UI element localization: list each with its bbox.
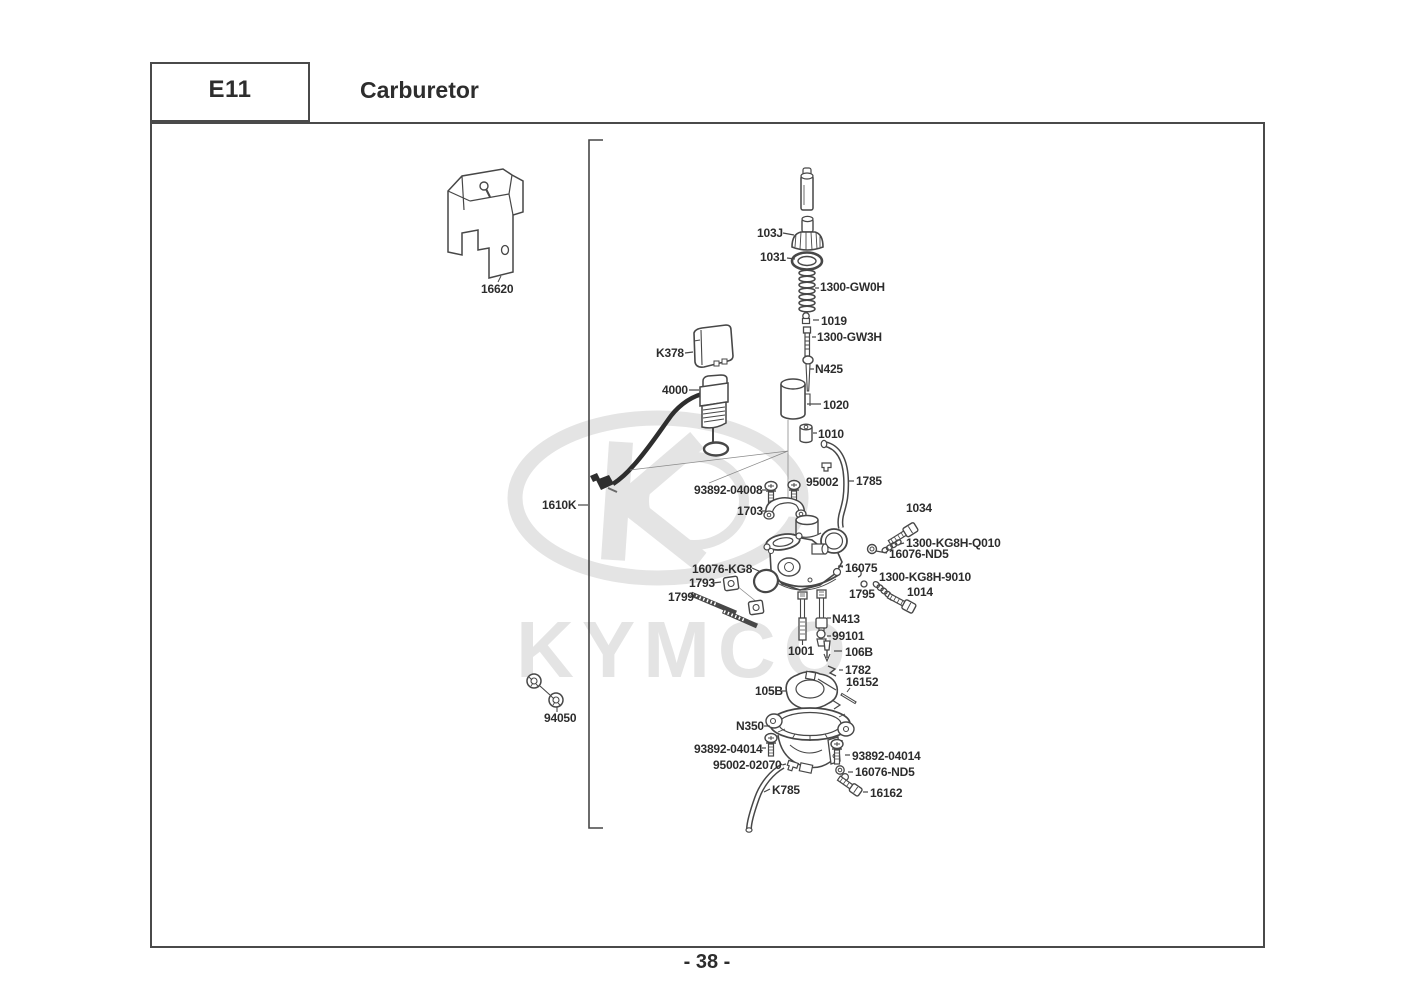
part-label-93892-04008: 93892-04008 (694, 483, 763, 497)
part-label-1782: 1782 (845, 663, 871, 677)
part-label-16076-kg8: 16076-KG8 (692, 562, 753, 576)
part-93892-04014-left-art (762, 732, 778, 757)
part-label-1014: 1014 (907, 585, 933, 599)
part-label-1793: 1793 (689, 576, 715, 590)
part-label-105b: 105B (755, 684, 783, 698)
part-95002-clamp-art (821, 462, 832, 472)
section-code: E11 (208, 76, 252, 103)
part-label-n413: N413 (832, 612, 860, 626)
part-label-16152: 16152 (846, 675, 879, 689)
part-label-1300-gw3h: 1300-GW3H (817, 330, 882, 344)
part-label-93892-04014-left: 93892-04014 (694, 742, 763, 756)
leader-95002-02070 (781, 763, 787, 766)
part-16075-leader (837, 565, 844, 568)
part-label-1300-kg8h-9010: 1300-KG8H-9010 (879, 570, 971, 584)
part-K785-tube-art (745, 763, 785, 833)
part-1300-GW0H-spring-art (798, 269, 819, 313)
part-1014-screw-art (886, 592, 917, 614)
part-label-1300-kg8h-q010: 1300-KG8H-Q010 (906, 536, 1001, 550)
part-1785-tube-art (820, 439, 854, 529)
part-label-1019: 1019 (821, 314, 847, 328)
part-label-k785: K785 (772, 783, 800, 797)
part-K378-cover-art (684, 324, 734, 368)
page-number: - 38 - (683, 951, 731, 973)
part-label-k378: K378 (656, 346, 684, 360)
part-1782-clip-art (827, 665, 843, 677)
part-label-1001: 1001 (788, 644, 814, 658)
part-label-94050: 94050 (544, 711, 577, 725)
part-label-1703: 1703 (737, 504, 763, 518)
part-16152-pin-art (840, 687, 857, 705)
part-label-16075: 16075 (845, 561, 878, 575)
part-4000-bystarter-art (590, 374, 730, 493)
part-label-16076-nd5-upper: 16076-ND5 (889, 547, 949, 561)
part-106B-float-valve-art (823, 640, 842, 663)
part-label-95002-02070: 95002-02070 (713, 758, 782, 772)
part-1793-1799-studs-art (690, 575, 765, 629)
part-label-1795: 1795 (849, 587, 875, 601)
page-title: Carburetor (360, 77, 479, 103)
part-label-1031: 1031 (760, 250, 786, 264)
part-label-1020: 1020 (823, 398, 849, 412)
part-label-16076-nd5-lower: 16076-ND5 (855, 765, 915, 779)
part-label-1300-gw0h: 1300-GW0H (820, 280, 885, 294)
part-label-103j: 103J (757, 226, 783, 240)
part-label-1010: 1010 (818, 427, 844, 441)
part-label-1799: 1799 (668, 590, 694, 604)
section-code-box (150, 62, 310, 122)
part-label-n350: N350 (736, 719, 764, 733)
part-label-1610k: 1610K (542, 498, 577, 512)
part-1034-screw-art (887, 522, 919, 546)
part-16162-drain-screw-art (836, 775, 868, 797)
part-label-99101: 99101 (832, 629, 865, 643)
part-label-95002: 95002 (806, 475, 839, 489)
part-1010-art (799, 423, 817, 444)
part-93892-04014-right-art (830, 738, 850, 765)
part-1020-holder-art (780, 378, 821, 420)
part-95002-02070-clamp-art (786, 759, 800, 772)
part-93892-04008-screws-art (762, 479, 801, 504)
part-label-4000: 4000 (662, 383, 688, 397)
part-label-16620: 16620 (481, 282, 514, 296)
part-16076-ND5-upper-art (866, 543, 888, 555)
group-bracket-art (578, 139, 603, 829)
part-1019-art (801, 312, 819, 325)
part-label-n425: N425 (815, 362, 843, 376)
part-16620-art (447, 168, 524, 283)
part-16076-KG8-oring-art (752, 568, 780, 594)
part-label-93892-04014-right: 93892-04014 (852, 749, 921, 763)
part-label-1785: 1785 (856, 474, 882, 488)
part-1001-jet-art (797, 591, 808, 645)
part-label-106b: 106B (845, 645, 873, 659)
leader-16076-kg8 (751, 567, 762, 573)
part-103J-cap-art (782, 167, 824, 251)
part-94050-nuts-art (526, 673, 564, 712)
part-N425-screw-art (802, 355, 814, 392)
part-105B-float-art (781, 670, 842, 710)
carburetor-body-art (763, 514, 848, 591)
part-label-1034: 1034 (906, 501, 932, 515)
part-label-16162: 16162 (870, 786, 903, 800)
page-frame (150, 122, 1265, 948)
part-1795-bits-art (855, 568, 868, 588)
